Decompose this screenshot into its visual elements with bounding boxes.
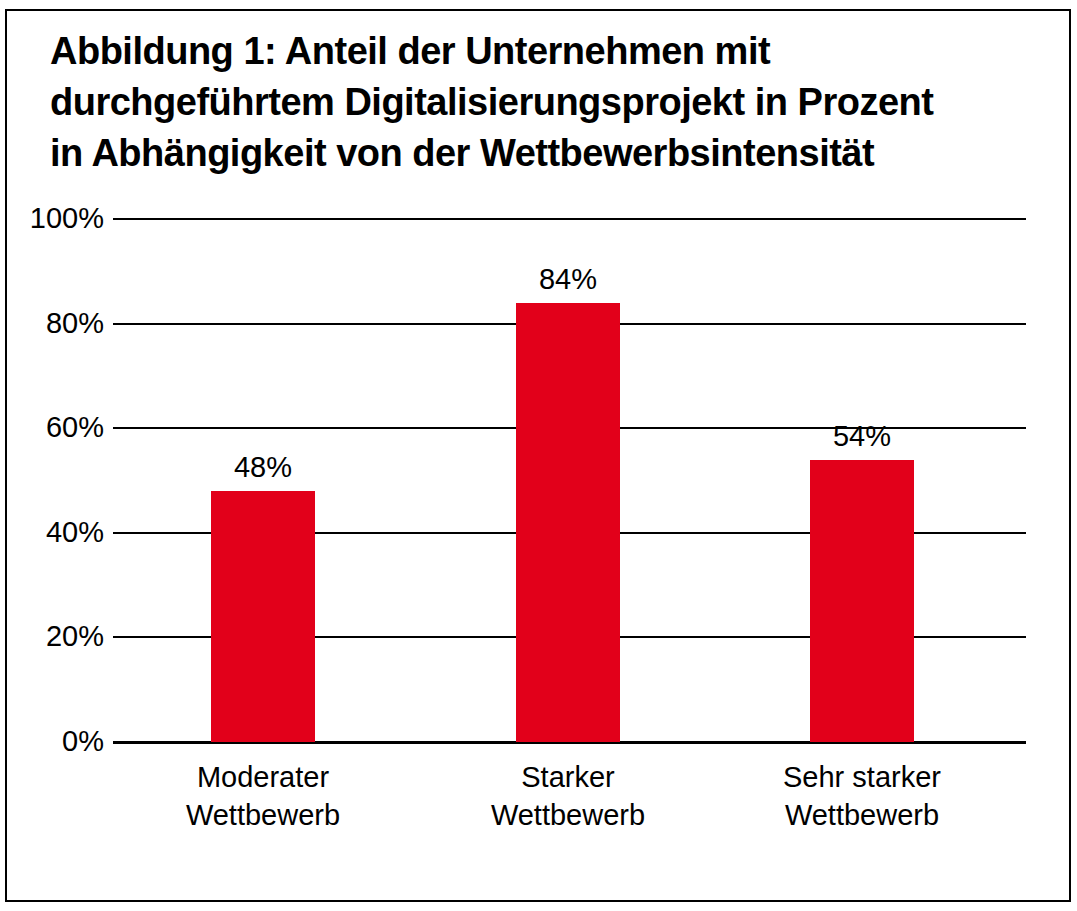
y-axis-tick-label: 80% [0, 309, 104, 338]
y-axis-tick-label: 0% [0, 727, 104, 756]
y-axis-tick-label: 100% [0, 204, 104, 233]
gridline-100 [113, 218, 1026, 220]
bar-value-label: 84% [493, 265, 643, 294]
bar-value-label: 54% [787, 422, 937, 451]
bar-2 [516, 303, 620, 742]
bar-chart-plot-area: 100% 80% 60% 40% 20% 0% 48% Moderater Wettbewer… [0, 0, 1077, 911]
bar-3 [810, 460, 914, 742]
x-axis-category-label: Moderater Wettbewerb [133, 758, 393, 834]
x-axis-category-label: Starker Wettbewerb [438, 758, 698, 834]
y-axis-tick-label: 40% [0, 518, 104, 547]
x-axis-category-label: Sehr starker Wettbewerb [732, 758, 992, 834]
bar-value-label: 48% [188, 453, 338, 482]
y-axis-tick-label: 20% [0, 622, 104, 651]
bar-1 [211, 491, 315, 742]
y-axis-tick-label: 60% [0, 413, 104, 442]
